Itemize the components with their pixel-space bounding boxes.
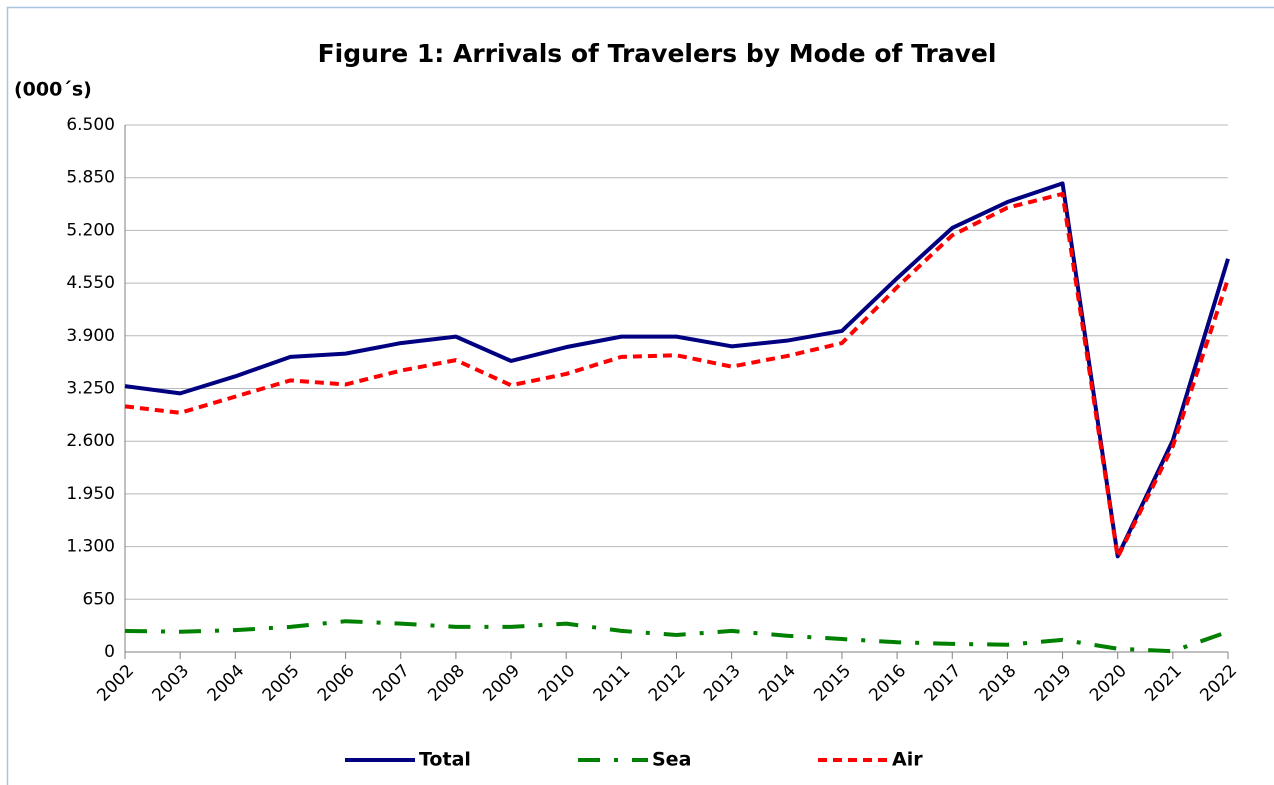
x-tick-label: 2011 <box>590 661 635 706</box>
x-tick-label: 2022 <box>1196 661 1241 706</box>
x-tick-label: 2010 <box>535 661 580 706</box>
y-tick-label: 3.250 <box>66 379 115 399</box>
y-tick-label: 2.600 <box>66 431 115 451</box>
x-tick-label: 2014 <box>755 661 800 706</box>
y-tick-label: 6.500 <box>66 115 115 135</box>
x-tick-label: 2002 <box>93 661 138 706</box>
x-tick-label: 2009 <box>479 661 524 706</box>
x-tick-label: 2017 <box>921 661 966 706</box>
legend-label: Total <box>419 749 471 771</box>
series-line <box>124 181 1230 559</box>
x-tick-label: 2005 <box>259 661 304 706</box>
frame <box>6 6 1274 785</box>
x-tick-label: 2008 <box>424 661 469 706</box>
y-tick-label: 4.550 <box>66 273 115 293</box>
x-tick-label: 2004 <box>204 661 249 706</box>
x-tick-label: 2006 <box>314 661 359 706</box>
chart-title: Figure 1: Arrivals of Travelers by Mode … <box>318 39 997 68</box>
x-tick-label: 2003 <box>148 661 193 706</box>
x-tick-label: 2021 <box>1141 661 1186 706</box>
y-tick-label: 5.850 <box>66 168 115 188</box>
x-tick-label: 2015 <box>810 661 855 706</box>
y-tick-label: 1.300 <box>66 537 115 557</box>
series-line <box>124 191 1230 560</box>
y-axis-label: (000´s) <box>14 79 92 101</box>
y-tick-label: 1.950 <box>66 484 115 504</box>
series-line <box>124 619 1229 654</box>
y-tick-label: 0 <box>104 642 115 662</box>
x-tick-label: 2018 <box>976 661 1021 706</box>
x-tick-label: 2007 <box>369 661 414 706</box>
y-tick-label: 3.900 <box>66 326 115 346</box>
y-tick-label: 650 <box>83 589 115 609</box>
legend-label: Air <box>892 749 923 771</box>
x-tick-label: 2019 <box>1031 661 1076 706</box>
x-tick-label: 2020 <box>1086 661 1131 706</box>
x-tick-label: 2016 <box>865 661 910 706</box>
y-tick-label: 5.200 <box>66 220 115 240</box>
legend-label: Sea <box>652 749 691 771</box>
x-tick-label: 2012 <box>645 661 690 706</box>
x-tick-label: 2013 <box>700 661 745 706</box>
